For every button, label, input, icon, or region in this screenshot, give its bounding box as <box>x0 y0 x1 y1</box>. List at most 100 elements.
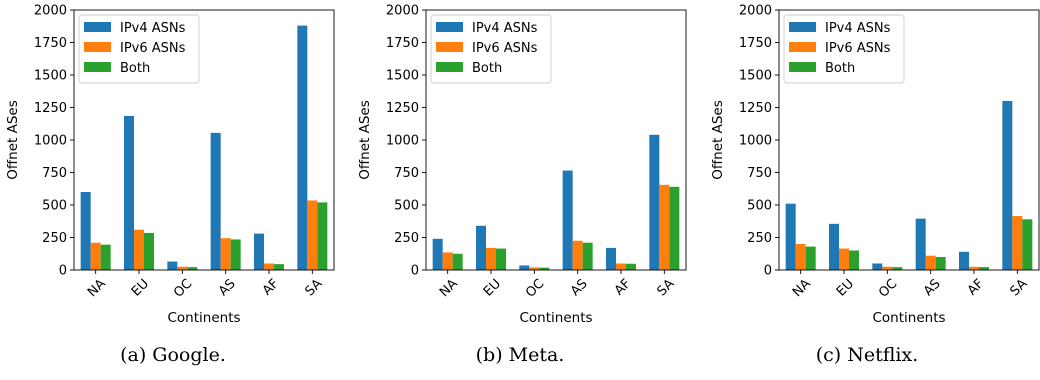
legend-label: IPv4 ASNs <box>120 21 186 36</box>
y-tick-label: 2000 <box>739 4 772 19</box>
x-tick-label-oc: OC <box>523 276 547 300</box>
legend-label: Both <box>472 61 502 76</box>
bar-ipv6-asns-eu <box>134 229 144 270</box>
y-axis-label: Offnet ASes <box>5 100 21 180</box>
bar-ipv6-asns-eu <box>486 247 496 270</box>
chart-google: 0 250 500 750 1000 1250 1500 1750 2000 NA EU OC AS AF… <box>5 4 335 326</box>
y-tick-label: 750 <box>394 166 419 181</box>
bar-ipv4-asns-oc <box>519 265 530 270</box>
bar-both-af <box>274 264 284 270</box>
bar-ipv4-asns-af <box>254 233 264 270</box>
y-tick-label: 250 <box>42 231 67 246</box>
y-tick-label: 500 <box>747 199 772 214</box>
y-tick-label: 1750 <box>386 36 419 51</box>
bar-ipv6-asns-sa <box>659 184 670 270</box>
bar-both-as <box>582 242 593 270</box>
caption-netflix: (c) Netflix. <box>815 344 919 366</box>
x-tick-label-af: AF <box>260 276 282 298</box>
legend: IPv4 ASNs IPv6 ASNs Both <box>783 14 905 84</box>
legend-swatch <box>84 62 111 72</box>
bar-ipv6-asns-sa <box>307 200 318 270</box>
bar-ipv4-asns-eu <box>476 225 486 270</box>
y-tick-label: 1250 <box>34 101 67 116</box>
legend-swatch <box>789 22 816 32</box>
bar-ipv4-asns-af <box>959 251 969 270</box>
y-tick-label: 2000 <box>34 4 67 19</box>
bar-ipv4-asns-af <box>606 247 616 270</box>
bar-ipv4-asns-eu <box>124 115 134 270</box>
bar-ipv4-asns-as <box>915 218 926 270</box>
bar-ipv6-asns-oc <box>882 266 893 270</box>
y-tick-label: 500 <box>394 199 419 214</box>
bar-ipv6-asns-na <box>795 244 806 270</box>
y-tick-label: 500 <box>42 199 67 214</box>
bar-ipv6-asns-af <box>264 263 274 270</box>
x-tick-label-eu: EU <box>481 276 504 299</box>
x-axis-label: Continents <box>519 310 592 326</box>
bar-ipv4-asns-eu <box>829 223 839 270</box>
x-axis-label: Continents <box>872 310 945 326</box>
bar-both-af <box>626 263 636 270</box>
bar-ipv4-asns-sa <box>1002 101 1013 270</box>
x-tick-label-na: NA <box>85 276 109 300</box>
bar-both-oc <box>187 267 198 270</box>
bar-both-oc <box>539 267 550 270</box>
x-tick-label-as: AS <box>216 276 239 299</box>
caption-google: (a) Google. <box>120 344 226 366</box>
y-tick-label: 1250 <box>386 101 419 116</box>
bar-ipv6-asns-af <box>616 263 626 270</box>
x-tick-label-as: AS <box>921 276 944 299</box>
x-tick-label-eu: EU <box>129 276 152 299</box>
bar-ipv4-asns-oc <box>167 261 178 270</box>
bar-ipv4-asns-na <box>432 238 443 270</box>
legend-label: Both <box>120 61 150 76</box>
legend-swatch <box>84 22 111 32</box>
bar-ipv6-asns-as <box>925 255 936 270</box>
bar-both-sa <box>317 202 328 270</box>
bar-both-eu <box>849 250 859 270</box>
bar-ipv6-asns-oc <box>177 266 188 270</box>
x-tick-label-na: NA <box>437 276 461 300</box>
legend-label: Both <box>825 61 855 76</box>
bar-both-as <box>935 257 946 270</box>
y-tick-label: 250 <box>747 231 772 246</box>
y-tick-label: 1500 <box>739 69 772 84</box>
x-tick-label-as: AS <box>568 276 591 299</box>
y-tick-label: 2000 <box>386 4 419 19</box>
y-tick-label: 1000 <box>34 134 67 149</box>
bar-both-eu <box>144 232 154 270</box>
y-tick-label: 1750 <box>739 36 772 51</box>
x-tick-label-eu: EU <box>834 276 857 299</box>
legend-swatch <box>436 22 463 32</box>
legend-swatch <box>789 42 816 52</box>
x-tick-label-sa: SA <box>1007 276 1030 299</box>
caption-meta: (b) Meta. <box>475 344 565 366</box>
x-tick-label-sa: SA <box>302 276 325 299</box>
bar-both-sa <box>669 186 680 270</box>
y-axis-label: Offnet ASes <box>357 100 373 180</box>
x-tick-label-oc: OC <box>876 276 900 300</box>
x-tick-label-sa: SA <box>654 276 677 299</box>
bar-ipv4-asns-oc <box>872 263 883 270</box>
figure: 0 250 500 750 1000 1250 1500 1750 2000 NA EU OC AS AF… <box>5 4 1040 326</box>
bar-ipv4-asns-as <box>562 170 573 270</box>
legend-label: IPv4 ASNs <box>825 21 891 36</box>
legend-label: IPv6 ASNs <box>825 41 891 56</box>
bar-ipv6-asns-na <box>90 242 101 270</box>
legend-swatch <box>436 42 463 52</box>
y-tick-label: 750 <box>42 166 67 181</box>
bar-ipv4-asns-sa <box>297 25 308 270</box>
bar-both-eu <box>496 248 506 270</box>
legend: IPv4 ASNs IPv6 ASNs Both <box>430 14 552 84</box>
y-tick-label: 1000 <box>386 134 419 149</box>
y-tick-label: 0 <box>411 264 419 279</box>
bar-ipv6-asns-as <box>572 240 583 270</box>
bar-ipv6-asns-as <box>220 238 231 270</box>
bar-ipv6-asns-eu <box>839 248 849 270</box>
y-tick-label: 1500 <box>34 69 67 84</box>
legend-swatch <box>789 62 816 72</box>
y-tick-label: 1000 <box>739 134 772 149</box>
bar-ipv4-asns-na <box>785 203 796 270</box>
y-tick-label: 1500 <box>386 69 419 84</box>
bar-ipv4-asns-sa <box>649 134 660 270</box>
